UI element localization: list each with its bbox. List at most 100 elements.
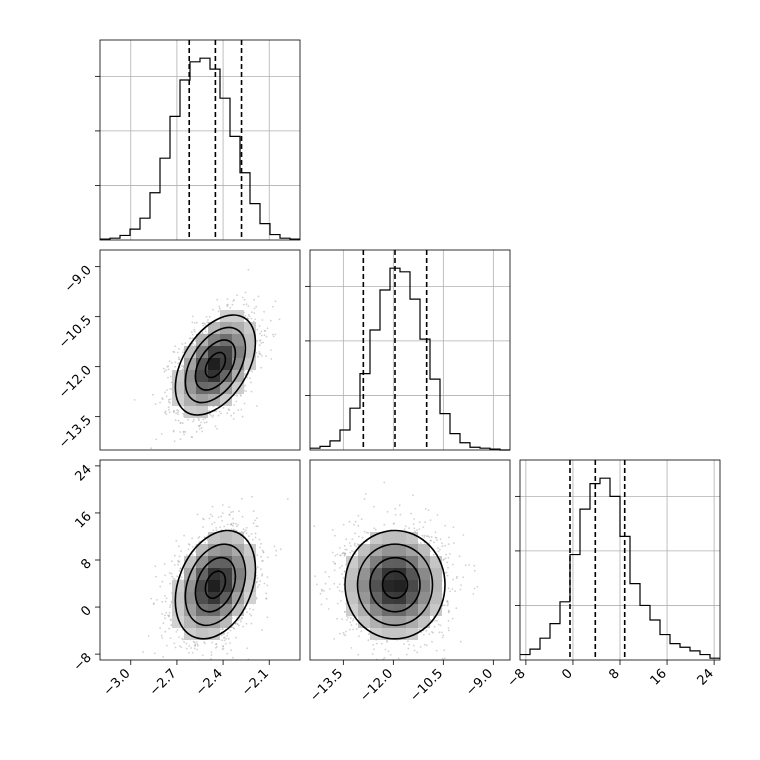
sample-point <box>360 630 363 633</box>
sample-point <box>256 554 259 556</box>
sample-point <box>245 303 248 306</box>
sample-point <box>174 345 177 348</box>
joint-panel-1 <box>99 459 301 664</box>
sample-point <box>447 543 450 545</box>
sample-point <box>216 427 219 430</box>
sample-point <box>203 421 206 424</box>
sample-point <box>220 634 223 637</box>
sample-point <box>264 330 267 332</box>
sample-point <box>187 548 190 551</box>
sample-point <box>142 651 145 653</box>
sample-point <box>153 652 156 655</box>
sample-point <box>236 394 238 397</box>
sample-point <box>188 337 191 340</box>
sample-point <box>336 617 338 620</box>
sample-point <box>241 296 244 299</box>
sample-point <box>397 657 400 660</box>
sample-point <box>220 515 223 518</box>
sample-point <box>155 438 158 441</box>
sample-point <box>272 335 275 338</box>
sample-point <box>194 344 196 347</box>
sample-point <box>342 631 345 634</box>
sample-point <box>447 556 450 559</box>
sample-point <box>355 628 358 630</box>
sample-point <box>248 315 251 318</box>
sample-point <box>250 614 253 617</box>
sample-point <box>183 641 186 643</box>
sample-point <box>271 305 274 308</box>
sample-point <box>256 517 258 519</box>
sample-point <box>227 637 230 640</box>
sample-point <box>244 372 247 375</box>
sample-point <box>233 404 236 406</box>
sample-point <box>155 575 158 578</box>
sample-point <box>245 532 248 535</box>
sample-point <box>203 518 205 521</box>
sample-point <box>215 529 218 532</box>
contour-line <box>184 326 247 404</box>
sample-point <box>169 618 172 621</box>
sample-point <box>414 530 416 533</box>
sample-point <box>230 522 233 525</box>
sample-point <box>166 365 169 368</box>
sample-point <box>165 413 168 416</box>
sample-point <box>245 622 248 625</box>
sample-point <box>168 408 170 411</box>
sample-point <box>441 636 444 639</box>
contour-line <box>184 543 247 627</box>
sample-point <box>194 643 197 646</box>
sample-point <box>215 410 217 413</box>
density-cell <box>244 556 256 568</box>
density-cell <box>172 604 184 616</box>
sample-point <box>193 330 196 333</box>
sample-point <box>436 514 439 516</box>
sample-point <box>345 630 347 633</box>
sample-point <box>241 617 244 620</box>
sample-point <box>161 580 164 583</box>
sample-point <box>383 523 386 526</box>
sample-point <box>225 637 228 640</box>
sample-point <box>256 577 259 579</box>
sample-point <box>228 662 230 664</box>
sample-point <box>333 638 336 640</box>
sample-point <box>217 310 220 313</box>
sample-point <box>418 521 421 524</box>
sample-point <box>192 342 195 345</box>
sample-point <box>207 319 209 321</box>
sample-point <box>160 433 163 435</box>
sample-point <box>147 635 150 637</box>
sample-point <box>260 542 263 545</box>
sample-point <box>455 577 458 579</box>
sample-point <box>257 566 259 568</box>
sample-point <box>432 553 435 556</box>
sample-point <box>150 447 153 450</box>
sample-point <box>226 652 229 655</box>
sample-point <box>209 658 212 660</box>
sample-point <box>208 413 211 416</box>
density-cell <box>184 394 196 406</box>
sample-point <box>250 390 253 393</box>
sample-point <box>239 618 242 621</box>
sample-point <box>186 554 188 556</box>
sample-point <box>246 647 249 650</box>
sample-point <box>258 538 261 541</box>
sample-point <box>181 365 184 367</box>
density-cell <box>232 556 244 568</box>
sample-point <box>178 645 181 647</box>
sample-point <box>265 592 267 595</box>
sample-point <box>172 429 175 432</box>
sample-point <box>176 409 178 411</box>
density-cell <box>220 394 232 406</box>
sample-point <box>210 654 213 656</box>
sample-point <box>354 542 356 545</box>
sample-point <box>161 398 164 401</box>
sample-point <box>180 576 183 579</box>
sample-point <box>178 358 180 361</box>
sample-point <box>343 570 346 573</box>
sample-point <box>266 327 269 330</box>
sample-point <box>178 560 181 563</box>
sample-point <box>191 333 194 336</box>
sample-point <box>191 315 194 318</box>
density-cell <box>220 532 232 544</box>
sample-point <box>202 322 205 325</box>
